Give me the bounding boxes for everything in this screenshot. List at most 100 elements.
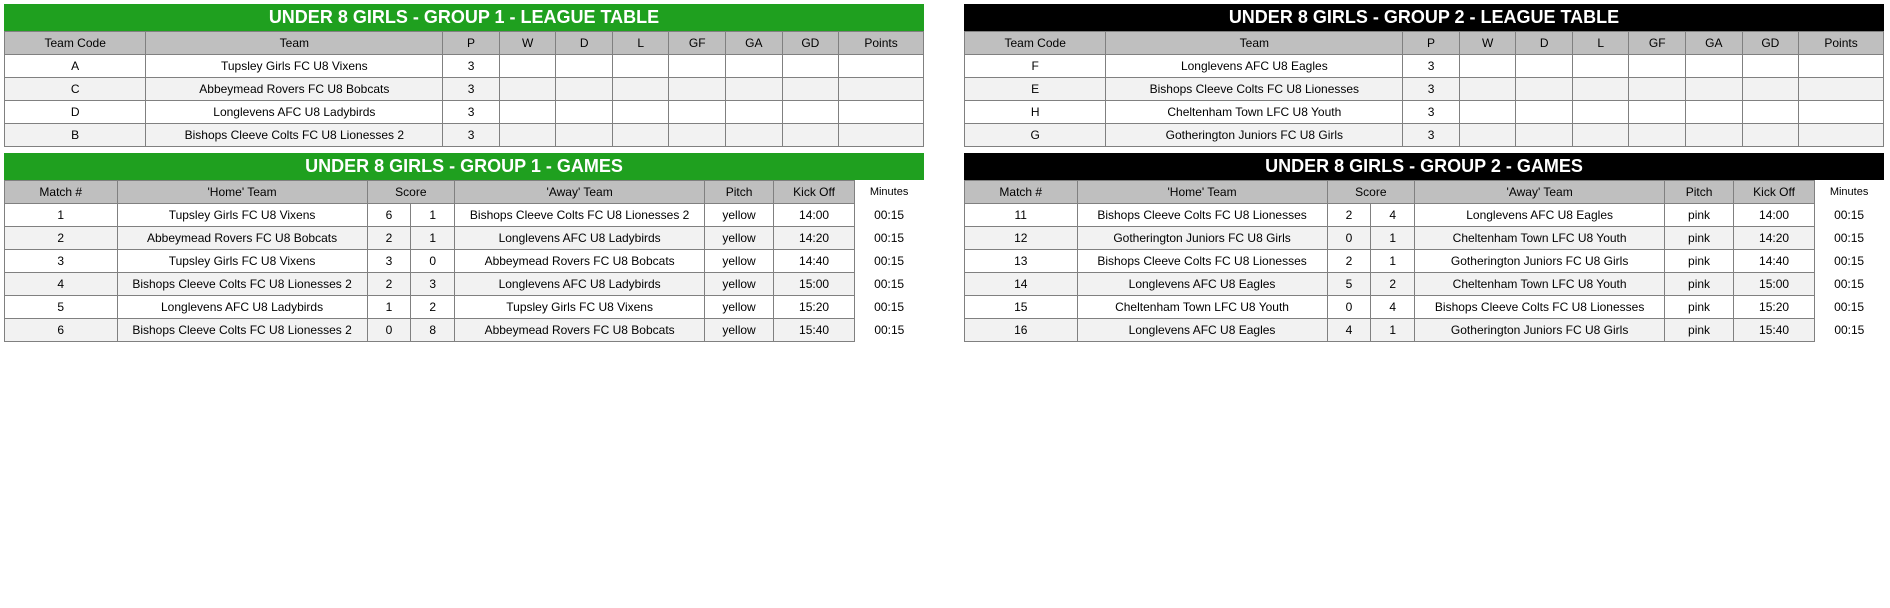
league-cell-W bbox=[499, 55, 556, 78]
games-cell-m: 1 bbox=[5, 204, 118, 227]
games-cell-pitch: pink bbox=[1665, 319, 1734, 342]
games-cell-home: Longlevens AFC U8 Eagles bbox=[1077, 273, 1327, 296]
league-cell-team: Longlevens AFC U8 Ladybirds bbox=[146, 101, 443, 124]
games-cell-s1: 4 bbox=[1327, 319, 1371, 342]
league-cell-D bbox=[556, 55, 613, 78]
league-cell-L bbox=[1572, 78, 1629, 101]
league-cell-L bbox=[612, 78, 669, 101]
league-cell-GD bbox=[1742, 101, 1799, 124]
league-cell-W bbox=[1459, 124, 1516, 147]
games-cell-pitch: yellow bbox=[705, 250, 774, 273]
league-col-header: GA bbox=[1686, 32, 1743, 55]
group2-games-block: UNDER 8 GIRLS - GROUP 2 - GAMES Match #'… bbox=[964, 153, 1884, 342]
league-cell-team: Abbeymead Rovers FC U8 Bobcats bbox=[146, 78, 443, 101]
games-cell-away: Gotherington Juniors FC U8 Girls bbox=[1415, 319, 1665, 342]
group2-games-title: UNDER 8 GIRLS - GROUP 2 - GAMES bbox=[964, 153, 1884, 180]
group1-games-title: UNDER 8 GIRLS - GROUP 1 - GAMES bbox=[4, 153, 924, 180]
league-cell-D bbox=[556, 101, 613, 124]
games-row: 2Abbeymead Rovers FC U8 Bobcats21Longlev… bbox=[5, 227, 924, 250]
league-cell-GA bbox=[726, 101, 783, 124]
league-cell-P: 3 bbox=[443, 78, 500, 101]
league-cell-team: Cheltenham Town LFC U8 Youth bbox=[1106, 101, 1403, 124]
league-cell-code: D bbox=[5, 101, 146, 124]
league-col-header: GD bbox=[782, 32, 839, 55]
league-cell-GD bbox=[1742, 55, 1799, 78]
games-row: 6Bishops Cleeve Colts FC U8 Lionesses 20… bbox=[5, 319, 924, 342]
league-cell-W bbox=[1459, 101, 1516, 124]
games-cell-pitch: yellow bbox=[705, 296, 774, 319]
league-cell-P: 3 bbox=[1403, 78, 1460, 101]
group2-league-table: Team CodeTeamPWDLGFGAGDPoints FLongleven… bbox=[964, 31, 1884, 147]
games-cell-kick: 15:40 bbox=[773, 319, 854, 342]
games-col-header: Pitch bbox=[705, 181, 774, 204]
games-cell-m: 12 bbox=[965, 227, 1078, 250]
league-cell-team: Longlevens AFC U8 Eagles bbox=[1106, 55, 1403, 78]
games-row: 14Longlevens AFC U8 Eagles52Cheltenham T… bbox=[965, 273, 1884, 296]
league-cell-L bbox=[1572, 124, 1629, 147]
games-cell-s1: 2 bbox=[1327, 250, 1371, 273]
games-cell-min: 00:15 bbox=[1815, 204, 1884, 227]
games-cell-home: Longlevens AFC U8 Eagles bbox=[1077, 319, 1327, 342]
league-cell-W bbox=[1459, 78, 1516, 101]
league-cell-code: B bbox=[5, 124, 146, 147]
games-col-header: Score bbox=[367, 181, 455, 204]
league-cell-GF bbox=[1629, 124, 1686, 147]
games-cell-min: 00:15 bbox=[855, 204, 924, 227]
league-col-header: GF bbox=[1629, 32, 1686, 55]
games-cell-home: Tupsley Girls FC U8 Vixens bbox=[117, 250, 367, 273]
league-cell-code: G bbox=[965, 124, 1106, 147]
games-cell-s1: 1 bbox=[367, 296, 411, 319]
games-cell-pitch: pink bbox=[1665, 250, 1734, 273]
league-row: CAbbeymead Rovers FC U8 Bobcats3 bbox=[5, 78, 924, 101]
league-cell-W bbox=[1459, 55, 1516, 78]
games-row: 12Gotherington Juniors FC U8 Girls01Chel… bbox=[965, 227, 1884, 250]
league-col-header: L bbox=[612, 32, 669, 55]
games-cell-m: 2 bbox=[5, 227, 118, 250]
games-cell-min: 00:15 bbox=[1815, 250, 1884, 273]
league-cell-Pts bbox=[1799, 124, 1884, 147]
league-cell-GF bbox=[669, 55, 726, 78]
games-cell-kick: 14:00 bbox=[1733, 204, 1814, 227]
games-cell-pitch: yellow bbox=[705, 227, 774, 250]
league-col-header: GA bbox=[726, 32, 783, 55]
games-row: 4Bishops Cleeve Colts FC U8 Lionesses 22… bbox=[5, 273, 924, 296]
league-header-row: Team CodeTeamPWDLGFGAGDPoints bbox=[5, 32, 924, 55]
games-cell-home: Gotherington Juniors FC U8 Girls bbox=[1077, 227, 1327, 250]
games-cell-m: 3 bbox=[5, 250, 118, 273]
games-col-header: Match # bbox=[5, 181, 118, 204]
league-cell-P: 3 bbox=[1403, 55, 1460, 78]
league-cell-GA bbox=[1686, 55, 1743, 78]
league-cell-GA bbox=[726, 55, 783, 78]
games-col-header: Kick Off bbox=[1733, 181, 1814, 204]
games-cell-s1: 0 bbox=[367, 319, 411, 342]
games-cell-s2: 1 bbox=[1371, 319, 1415, 342]
league-col-header: P bbox=[1403, 32, 1460, 55]
games-header-row: Match #'Home' TeamScore'Away' TeamPitchK… bbox=[965, 181, 1884, 204]
games-cell-kick: 14:20 bbox=[1733, 227, 1814, 250]
league-cell-P: 3 bbox=[443, 124, 500, 147]
league-cell-code: A bbox=[5, 55, 146, 78]
games-cell-away: Longlevens AFC U8 Ladybirds bbox=[455, 273, 705, 296]
games-cell-min: 00:15 bbox=[855, 227, 924, 250]
games-cell-s2: 8 bbox=[411, 319, 455, 342]
games-cell-home: Bishops Cleeve Colts FC U8 Lionesses 2 bbox=[117, 273, 367, 296]
games-cell-s2: 1 bbox=[1371, 250, 1415, 273]
league-cell-D bbox=[1516, 124, 1573, 147]
league-cell-team: Tupsley Girls FC U8 Vixens bbox=[146, 55, 443, 78]
games-cell-min: 00:15 bbox=[1815, 227, 1884, 250]
games-header-row: Match #'Home' TeamScore'Away' TeamPitchK… bbox=[5, 181, 924, 204]
games-cell-kick: 15:20 bbox=[773, 296, 854, 319]
league-col-header: D bbox=[556, 32, 613, 55]
games-cell-min: 00:15 bbox=[855, 296, 924, 319]
league-cell-W bbox=[499, 124, 556, 147]
games-cell-kick: 15:00 bbox=[773, 273, 854, 296]
games-cell-s1: 6 bbox=[367, 204, 411, 227]
league-cell-D bbox=[556, 78, 613, 101]
league-header-row: Team CodeTeamPWDLGFGAGDPoints bbox=[965, 32, 1884, 55]
league-cell-L bbox=[612, 124, 669, 147]
games-cell-kick: 15:00 bbox=[1733, 273, 1814, 296]
league-col-header: L bbox=[1572, 32, 1629, 55]
games-cell-away: Cheltenham Town LFC U8 Youth bbox=[1415, 227, 1665, 250]
league-cell-P: 3 bbox=[443, 101, 500, 124]
league-col-header: GD bbox=[1742, 32, 1799, 55]
